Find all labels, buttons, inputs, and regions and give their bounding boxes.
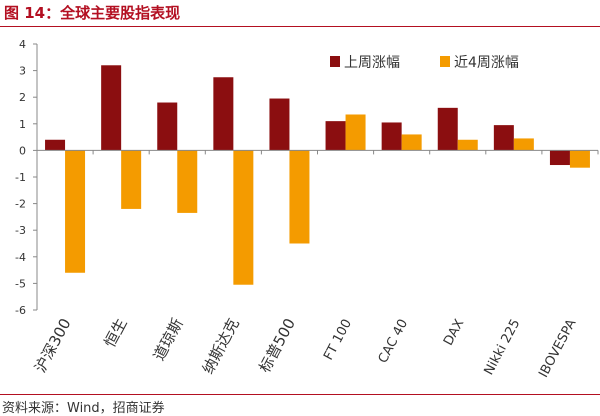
y-tick-label: -3: [15, 224, 26, 237]
legend-label: 上周涨幅: [344, 55, 400, 71]
bar-group: [45, 65, 590, 285]
x-tick-label: 道琼斯: [150, 315, 187, 363]
bar-last-week: [101, 65, 122, 151]
y-tick-label: -4: [15, 251, 26, 264]
y-tick-label: 1: [19, 118, 26, 131]
y-tick-label: 3: [19, 65, 26, 78]
bar-last-week: [269, 98, 290, 151]
x-tick-label: IBOVESPA: [536, 317, 579, 380]
bar-last-week: [45, 139, 66, 151]
bar-last-4-weeks: [65, 150, 86, 273]
x-tick-label: DAX: [441, 317, 467, 348]
x-tick-label: 标普500: [256, 315, 299, 375]
bar-last-4-weeks: [457, 139, 478, 151]
legend: 上周涨幅 近4周涨幅: [330, 55, 519, 71]
bar-last-week: [157, 102, 178, 151]
legend-label: 近4周涨幅: [454, 55, 519, 71]
bar-last-4-weeks: [569, 150, 590, 168]
x-tick-label: FT 100: [321, 317, 355, 363]
x-tick-label: 恒生: [101, 315, 131, 350]
source-note: 资料来源：Wind，招商证券: [2, 401, 165, 416]
legend-swatch: [330, 56, 340, 67]
y-tick-label: -1: [15, 171, 26, 184]
y-axis: 4 3 2 1 0 -1 -2 -3 -4 -5 -6: [15, 38, 38, 317]
legend-swatch: [440, 56, 450, 67]
y-tick-label: 0: [19, 144, 26, 157]
bar-last-week: [381, 122, 402, 151]
bar-last-4-weeks: [513, 138, 534, 151]
y-tick-label: 2: [19, 91, 26, 104]
bar-last-4-weeks: [121, 150, 142, 209]
bar-chart: 4 3 2 1 0 -1 -2 -3 -4 -5 -6 沪深300 恒生 道琼斯 纳斯达克 标普500 FT …: [15, 38, 599, 380]
figure-title: 图 14：全球主要股指表现: [4, 4, 181, 22]
source-rule: [0, 394, 600, 395]
bar-last-4-weeks: [401, 134, 422, 151]
x-axis: [36, 149, 599, 155]
y-tick-label: -6: [15, 304, 26, 317]
bar-last-week: [549, 150, 570, 166]
x-tick-label: 沪深300: [31, 315, 74, 375]
x-tick-label: Nikki 225: [482, 317, 524, 378]
x-tick-labels: 沪深300 恒生 道琼斯 纳斯达克 标普500 FT 100 CAC 40 DAX Nikki …: [31, 315, 579, 380]
y-tick-label: 4: [19, 38, 26, 51]
title-rule: [0, 26, 600, 27]
y-tick-label: -2: [15, 198, 26, 211]
y-tick-label: -5: [15, 277, 26, 290]
x-tick-label: 纳斯达克: [199, 315, 243, 376]
x-tick-label: CAC 40: [376, 317, 412, 366]
bar-last-week: [437, 107, 458, 151]
bar-last-week: [325, 121, 346, 151]
bar-last-4-weeks: [345, 114, 366, 151]
bar-last-4-weeks: [177, 150, 198, 213]
bar-last-week: [493, 125, 514, 151]
bar-last-4-weeks: [233, 150, 254, 285]
bar-last-week: [213, 77, 234, 151]
bar-last-4-weeks: [289, 150, 310, 244]
